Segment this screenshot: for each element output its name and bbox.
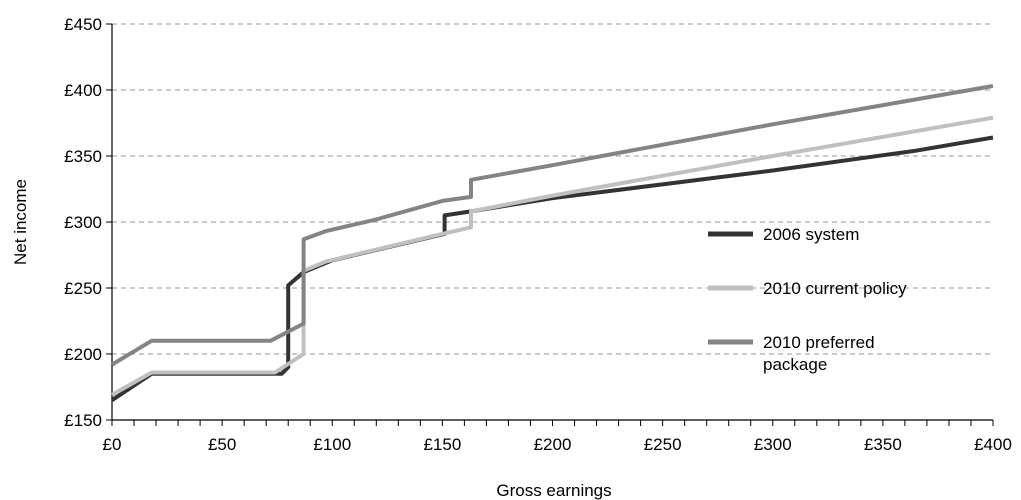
- x-tick-label: £0: [103, 435, 122, 454]
- tick-labels: £150 £200 £250 £300 £350 £400 £450 £0 £50 £100 £15…: [64, 15, 1012, 454]
- y-axis-title: Net income: [11, 179, 30, 265]
- series-line-2010-preferred-package: [110, 84, 994, 367]
- legend-label-2006-system: 2006 system: [763, 225, 859, 244]
- x-tick-label: £200: [534, 435, 572, 454]
- x-tick-label: £150: [423, 435, 461, 454]
- grid-lines: [112, 23, 993, 355]
- legend-label-2010-current-policy: 2010 current policy: [763, 279, 907, 298]
- y-tick-label: £250: [64, 279, 102, 298]
- y-tick-label: £200: [64, 345, 102, 364]
- y-tick-label: £400: [64, 81, 102, 100]
- x-tick-label: £350: [864, 435, 902, 454]
- axes: [106, 23, 994, 426]
- legend-label-2010-preferred-package: 2010 preferred package: [763, 333, 879, 374]
- y-tick-label: £150: [64, 411, 102, 430]
- series-line-2010-current-policy: [111, 115, 994, 397]
- y-tick-label: £300: [64, 213, 102, 232]
- legend: 2006 system 2010 current policy 2010 pre…: [708, 225, 907, 374]
- y-tick-label: £350: [64, 147, 102, 166]
- x-tick-label: £250: [644, 435, 682, 454]
- series-line-2006-system: [110, 135, 994, 402]
- y-tick-label: £450: [64, 15, 102, 34]
- x-axis-title: Gross earnings: [496, 481, 611, 500]
- x-tick-label: £300: [754, 435, 792, 454]
- x-tick-label: £400: [974, 435, 1012, 454]
- series-lines: [110, 84, 994, 402]
- x-tick-label: £100: [313, 435, 351, 454]
- x-tick-label: £50: [208, 435, 236, 454]
